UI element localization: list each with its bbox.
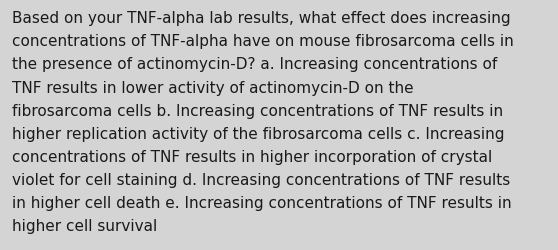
Text: higher replication activity of the fibrosarcoma cells c. Increasing: higher replication activity of the fibro… (12, 126, 505, 141)
Text: the presence of actinomycin-D? a. Increasing concentrations of: the presence of actinomycin-D? a. Increa… (12, 57, 498, 72)
Text: concentrations of TNF results in higher incorporation of crystal: concentrations of TNF results in higher … (12, 149, 493, 164)
Text: in higher cell death e. Increasing concentrations of TNF results in: in higher cell death e. Increasing conce… (12, 195, 512, 210)
Text: fibrosarcoma cells b. Increasing concentrations of TNF results in: fibrosarcoma cells b. Increasing concent… (12, 103, 503, 118)
Text: violet for cell staining d. Increasing concentrations of TNF results: violet for cell staining d. Increasing c… (12, 172, 511, 187)
Text: concentrations of TNF-alpha have on mouse fibrosarcoma cells in: concentrations of TNF-alpha have on mous… (12, 34, 514, 49)
Text: TNF results in lower activity of actinomycin-D on the: TNF results in lower activity of actinom… (12, 80, 414, 95)
Text: higher cell survival: higher cell survival (12, 218, 157, 233)
Text: Based on your TNF-alpha lab results, what effect does increasing: Based on your TNF-alpha lab results, wha… (12, 11, 511, 26)
